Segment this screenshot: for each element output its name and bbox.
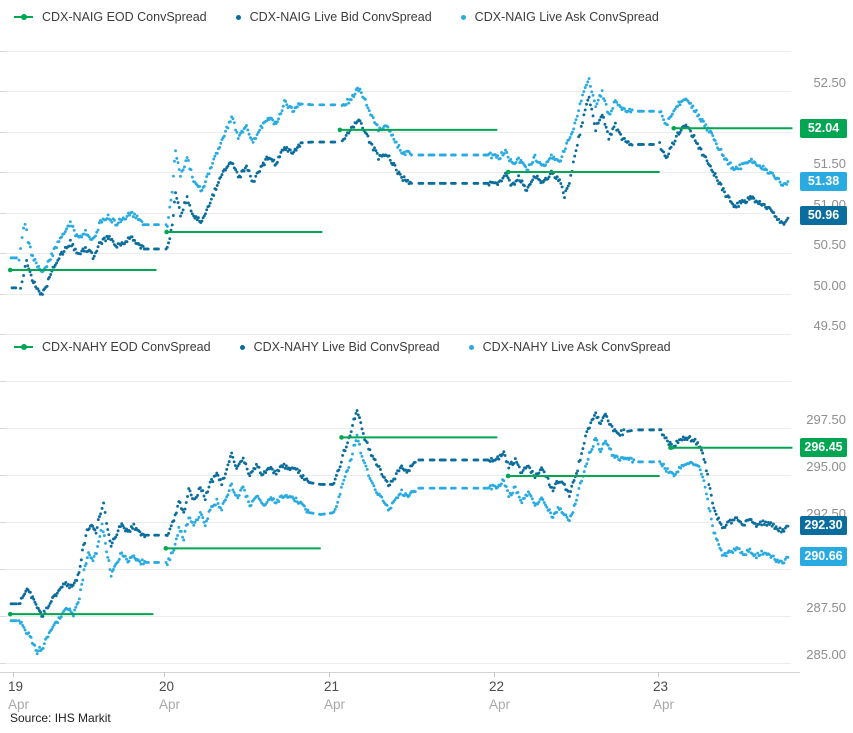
- x-axis-day: 23: [653, 679, 669, 694]
- x-axis-tick-label: 23 Apr: [653, 679, 699, 712]
- source-attribution: Source: IHS Markit: [10, 711, 111, 725]
- ask-dot-marker-icon: [468, 344, 474, 350]
- x-axis-day: 20: [159, 679, 175, 694]
- x-axis-month: Apr: [653, 697, 675, 712]
- x-axis-tick-label: 21 Apr: [324, 679, 370, 712]
- ask-dot-marker-icon: [460, 14, 466, 20]
- x-axis-tick-label: 22 Apr: [489, 679, 535, 712]
- x-axis-day: 22: [489, 679, 505, 694]
- eod-line-marker-icon: [14, 14, 33, 21]
- last-value-badge: 290.66: [800, 547, 847, 567]
- legend-label: CDX-NAHY Live Bid ConvSpread: [253, 340, 440, 354]
- x-axis-month: Apr: [489, 697, 511, 712]
- legend-label: CDX-NAHY EOD ConvSpread: [42, 340, 211, 354]
- y-axis-label: 50.50: [813, 237, 846, 252]
- last-value-badge: 296.45: [800, 438, 847, 458]
- legend-item-naig-eod[interactable]: CDX-NAIG EOD ConvSpread: [14, 10, 207, 24]
- bid-dot-marker-icon: [239, 344, 245, 350]
- y-axis-label: 295.00: [806, 459, 846, 474]
- eod-line-marker-icon: [14, 344, 33, 351]
- last-value-badge: 51.38: [800, 172, 847, 192]
- y-axis-label: 49.50: [813, 318, 846, 333]
- x-axis-day: 19: [8, 679, 24, 694]
- x-axis-month: Apr: [8, 697, 30, 712]
- legend-label: CDX-NAIG Live Bid ConvSpread: [249, 10, 432, 24]
- legend-item-nahy-bid[interactable]: CDX-NAHY Live Bid ConvSpread: [239, 340, 440, 354]
- x-axis-tick-label: 19 Apr: [8, 679, 54, 712]
- legend-label: CDX-NAIG EOD ConvSpread: [42, 10, 207, 24]
- legend-item-nahy-eod[interactable]: CDX-NAHY EOD ConvSpread: [14, 340, 211, 354]
- legend-naig: CDX-NAIG EOD ConvSpread CDX-NAIG Live Bi…: [14, 10, 659, 24]
- legend-item-nahy-ask[interactable]: CDX-NAHY Live Ask ConvSpread: [468, 340, 671, 354]
- legend-nahy: CDX-NAHY EOD ConvSpread CDX-NAHY Live Bi…: [14, 340, 671, 354]
- last-value-badge: 292.30: [800, 516, 847, 536]
- legend-item-naig-ask[interactable]: CDX-NAIG Live Ask ConvSpread: [460, 10, 659, 24]
- x-axis-day: 21: [324, 679, 340, 694]
- legend-item-naig-bid[interactable]: CDX-NAIG Live Bid ConvSpread: [235, 10, 432, 24]
- y-axis-label: 50.00: [813, 277, 846, 293]
- last-value-badge: 52.04: [800, 118, 847, 138]
- x-axis-month: Apr: [324, 697, 346, 712]
- x-axis-month: Apr: [159, 697, 181, 712]
- y-axis-label: 51.50: [813, 156, 846, 171]
- y-axis-label: 52.50: [813, 75, 846, 90]
- x-axis-tick-label: 20 Apr: [159, 679, 205, 712]
- y-axis-label: 287.50: [806, 600, 846, 615]
- legend-label: CDX-NAHY Live Ask ConvSpread: [482, 340, 671, 354]
- bid-dot-marker-icon: [235, 14, 241, 20]
- last-value-badge: 50.96: [800, 206, 847, 226]
- y-axis-label: 297.50: [806, 412, 846, 427]
- legend-label: CDX-NAIG Live Ask ConvSpread: [474, 10, 659, 24]
- y-axis-label: 285.00: [806, 647, 846, 662]
